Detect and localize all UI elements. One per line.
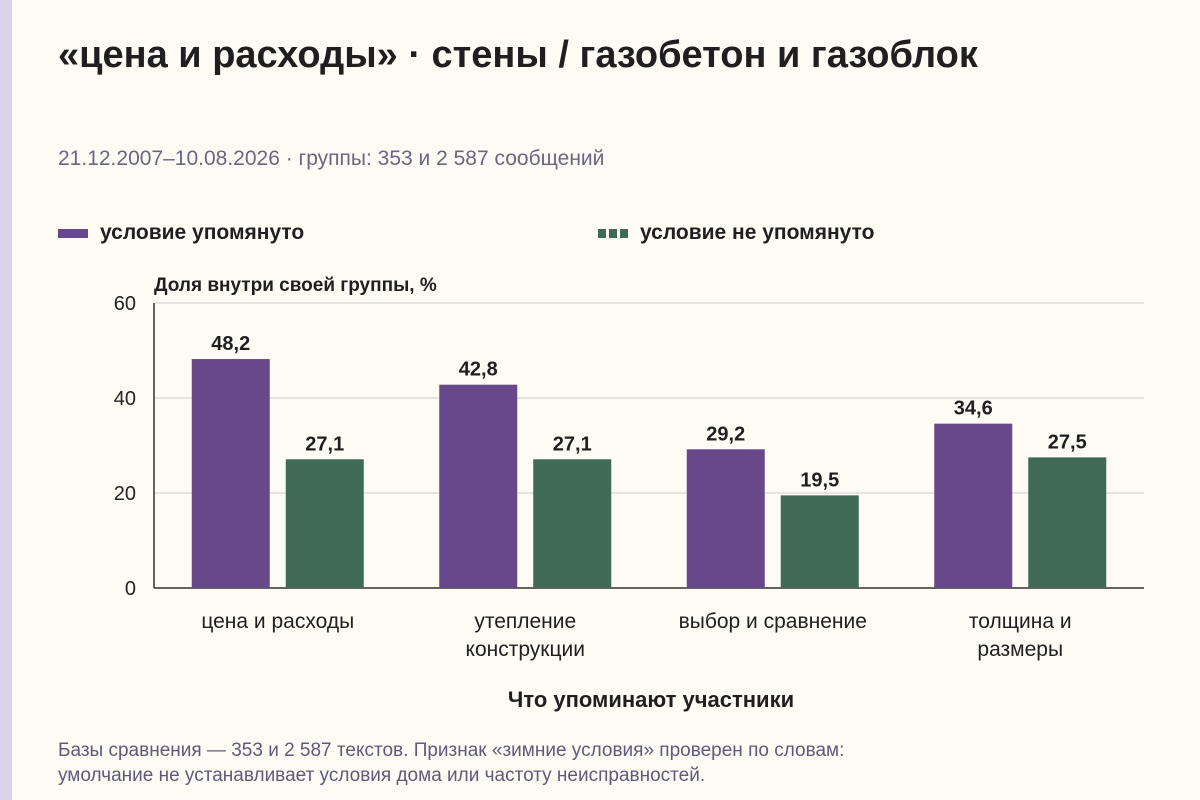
bar-not-mentioned bbox=[285, 459, 364, 588]
bar-not-mentioned bbox=[780, 495, 859, 588]
y-axis-label: Доля внутри своей группы, % bbox=[154, 275, 437, 296]
footnote-line: Базы сравнения — 353 и 2 587 текстов. Пр… bbox=[58, 740, 845, 761]
x-tick-label: цена и расходы bbox=[201, 610, 354, 633]
bar-value-label: 19,5 bbox=[800, 469, 839, 491]
bar-mentioned bbox=[686, 449, 765, 588]
footnote-line: умолчание не устанавливает условия дома … bbox=[58, 765, 706, 786]
bar-not-mentioned bbox=[1028, 457, 1107, 588]
y-tick-label: 40 bbox=[114, 388, 136, 410]
x-tick-label: утепление bbox=[474, 610, 576, 633]
x-tick-label: толщина и bbox=[969, 610, 1072, 633]
footnote: Базы сравнения — 353 и 2 587 текстов. Пр… bbox=[58, 738, 1158, 788]
bar-value-label: 34,6 bbox=[954, 398, 993, 420]
x-tick-label: выбор и сравнение bbox=[679, 610, 867, 633]
legend-label-not-mentioned: условие не упомянуто bbox=[640, 221, 875, 244]
chart-subtitle: 21.12.2007–10.08.2026 · группы: 353 и 2 … bbox=[58, 147, 605, 170]
x-axis-label: Что упоминают участники bbox=[508, 687, 794, 712]
bar-mentioned bbox=[934, 423, 1013, 588]
y-tick-label: 60 bbox=[114, 293, 136, 315]
legend-swatch-solid-icon bbox=[58, 228, 88, 238]
y-tick-label: 0 bbox=[125, 578, 136, 600]
x-tick-label: размеры bbox=[977, 638, 1063, 661]
bar-value-label: 27,1 bbox=[553, 433, 592, 455]
accent-strip bbox=[0, 0, 12, 800]
bar-value-label: 27,5 bbox=[1048, 431, 1087, 453]
bar-value-label: 48,2 bbox=[211, 333, 250, 355]
bar-not-mentioned bbox=[533, 459, 612, 588]
legend-swatch-dashed-icon bbox=[598, 228, 628, 238]
bar-mentioned bbox=[191, 359, 270, 588]
legend-label-mentioned: условие упомянуто bbox=[100, 221, 305, 244]
x-tick-label: конструкции bbox=[466, 638, 585, 661]
bar-value-label: 27,1 bbox=[305, 433, 344, 455]
chart-title: «цена и расходы» · стены / газобетон и г… bbox=[58, 34, 978, 76]
y-tick-label: 20 bbox=[114, 483, 136, 505]
legend-item-not-mentioned: условие не упомянуто bbox=[598, 219, 874, 247]
bar-mentioned bbox=[439, 384, 518, 588]
legend-item-mentioned: условие упомянуто bbox=[58, 219, 304, 247]
bar-value-label: 42,8 bbox=[459, 359, 498, 381]
bar-value-label: 29,2 bbox=[706, 423, 745, 445]
